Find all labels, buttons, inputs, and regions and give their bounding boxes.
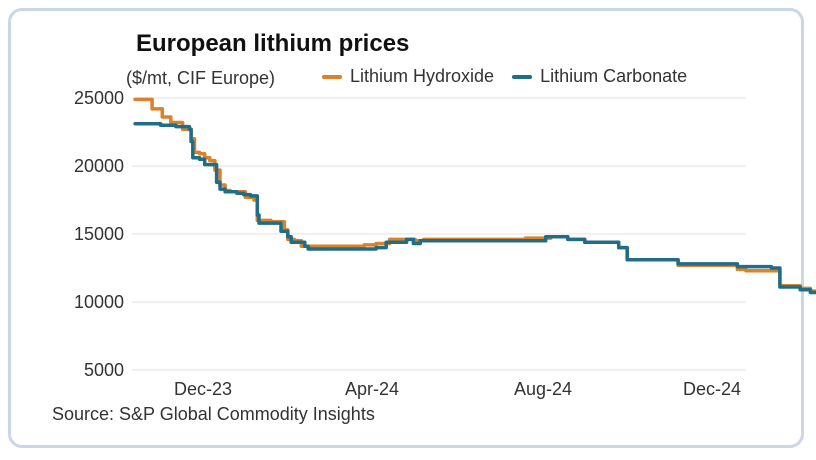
series-line-lithium-hydroxide xyxy=(133,97,816,293)
legend-item-hydroxide: Lithium Hydroxide xyxy=(322,66,494,87)
y-tick-label: 5000 xyxy=(84,360,124,380)
legend-swatch-hydroxide xyxy=(322,74,342,79)
chart-legend: Lithium Hydroxide Lithium Carbonate xyxy=(322,66,687,87)
y-tick-label: 10000 xyxy=(74,292,124,312)
x-tick-label: Aug-24 xyxy=(514,379,572,399)
x-tick-label: Apr-24 xyxy=(345,379,399,399)
chart-subtitle: ($/mt, CIF Europe) xyxy=(126,68,276,88)
x-tick-label: Dec-23 xyxy=(174,379,232,399)
legend-label-hydroxide: Lithium Hydroxide xyxy=(350,66,495,86)
legend-swatch-carbonate xyxy=(512,74,533,79)
y-tick-label: 15000 xyxy=(74,224,124,244)
chart-card xyxy=(8,8,804,448)
legend-label-carbonate: Lithium Carbonate xyxy=(540,66,688,86)
source-note: Source: S&P Global Commodity Insights xyxy=(52,404,375,424)
chart-title: European lithium prices xyxy=(136,30,410,57)
y-tick-label: 25000 xyxy=(74,88,124,108)
series-line-lithium-carbonate xyxy=(133,122,816,295)
legend-item-carbonate: Lithium Carbonate xyxy=(512,66,687,87)
y-tick-label: 20000 xyxy=(74,156,124,176)
x-tick-label: Dec-24 xyxy=(683,379,741,399)
